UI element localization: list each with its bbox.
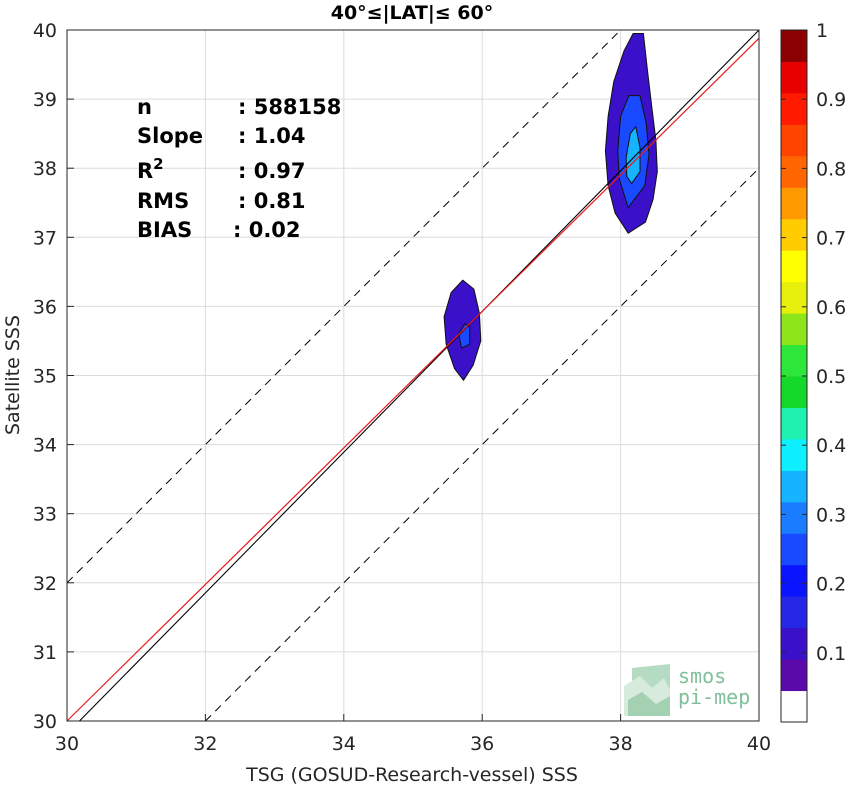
colorbar-swatch xyxy=(781,92,807,125)
logo-text-line1: smos xyxy=(678,664,726,688)
colorbar-swatch xyxy=(781,501,807,534)
x-tick-label: 34 xyxy=(332,733,356,755)
colorbar-swatch xyxy=(781,344,807,377)
stat-label: Slope xyxy=(137,124,203,148)
x-tick-label: 38 xyxy=(609,733,633,755)
colorbar-swatch xyxy=(781,281,807,314)
x-axis-ticks: 30 32 34 36 38 40 xyxy=(55,714,771,755)
colorbar-tick-label: 0.2 xyxy=(816,574,846,596)
colorbar-tick-label: 1 xyxy=(816,20,828,42)
colorbar-swatch xyxy=(781,218,807,251)
stats-box: n : 588158 Slope : 1.04 R2 : 0.97 RMS : 0.81 BIA… xyxy=(137,95,341,242)
x-tick-label: 32 xyxy=(193,733,217,755)
colorbar-swatch xyxy=(781,596,807,629)
colorbar-swatch xyxy=(781,250,807,283)
stat-label: RMS xyxy=(137,189,189,213)
colorbar-swatch xyxy=(781,659,807,692)
colorbar-swatch xyxy=(781,30,807,62)
upper-bound-dashed-line xyxy=(66,29,621,584)
colorbar-tick-label: 0.8 xyxy=(816,158,846,180)
x-tick-label: 40 xyxy=(747,733,771,755)
colorbar-swatch xyxy=(781,407,807,440)
regression-line xyxy=(66,37,760,722)
colorbar-tick-label: 0.3 xyxy=(816,504,846,526)
x-axis-label: TSG (GOSUD-Research-vessel) SSS xyxy=(245,764,578,786)
colorbar xyxy=(780,29,808,723)
smos-pi-mep-logo: smos pi-mep xyxy=(624,664,750,716)
colorbar-swatch xyxy=(781,187,807,220)
colorbar-swatch xyxy=(781,313,807,346)
contour-plot xyxy=(443,33,658,381)
stat-label: BIAS xyxy=(137,218,192,242)
colorbar-tick-label: 0.5 xyxy=(816,366,846,388)
colorbar-tick-label: 0.9 xyxy=(816,89,846,111)
stat-value: : 0.81 xyxy=(238,189,306,213)
y-tick-label: 36 xyxy=(33,296,57,318)
y-tick-label: 37 xyxy=(33,227,57,249)
y-tick-label: 33 xyxy=(33,504,57,526)
colorbar-swatch xyxy=(781,470,807,503)
y-tick-label: 31 xyxy=(33,642,57,664)
logo-text-line2: pi-mep xyxy=(678,685,750,709)
colorbar-swatch xyxy=(781,124,807,157)
colorbar-swatch xyxy=(781,627,807,660)
stat-value: : 0.97 xyxy=(238,159,306,183)
stat-value: : 1.04 xyxy=(238,124,306,148)
y-tick-label: 30 xyxy=(33,711,57,733)
logo-wave-icon xyxy=(624,664,670,716)
colorbar-swatch xyxy=(781,376,807,408)
x-tick-label: 30 xyxy=(55,733,79,755)
colorbar-tick-label: 0.6 xyxy=(816,297,846,319)
stat-value: : 0.02 xyxy=(233,218,301,242)
colorbar-swatch xyxy=(781,155,807,188)
y-tick-label: 32 xyxy=(33,573,57,595)
reference-lines xyxy=(66,29,760,722)
colorbar-swatch xyxy=(781,61,807,94)
chart-title: 40°≤|LAT|≤ 60° xyxy=(331,2,494,24)
y-tick-label: 35 xyxy=(33,366,57,388)
cluster-upper-level xyxy=(625,126,641,184)
y-axis-ticks: 30 31 32 33 34 35 36 37 38 39 40 xyxy=(33,20,74,733)
y-tick-label: 34 xyxy=(33,435,57,457)
colorbar-swatch xyxy=(781,690,807,723)
y-tick-label: 40 xyxy=(33,20,57,42)
colorbar-swatch xyxy=(781,438,807,471)
stat-value: : 588158 xyxy=(238,95,341,119)
colorbar-swatch xyxy=(781,533,807,566)
lower-bound-dashed-line xyxy=(205,167,760,722)
stat-label: n xyxy=(137,95,152,119)
y-tick-label: 38 xyxy=(33,158,57,180)
colorbar-swatch xyxy=(781,564,807,597)
one-to-one-line xyxy=(79,29,760,722)
stat-label: R2 xyxy=(137,155,164,183)
colorbar-tick-label: 0.4 xyxy=(816,435,846,457)
y-axis-label: Satellite SSS xyxy=(2,315,24,435)
colorbar-tick-label: 0.1 xyxy=(816,643,846,665)
y-tick-label: 39 xyxy=(33,89,57,111)
colorbar-ticks: 0.1 0.2 0.3 0.4 0.5 0.6 0.7 0.8 0.9 1 xyxy=(781,20,846,665)
colorbar-tick-label: 0.7 xyxy=(816,228,846,250)
x-tick-label: 36 xyxy=(470,733,494,755)
